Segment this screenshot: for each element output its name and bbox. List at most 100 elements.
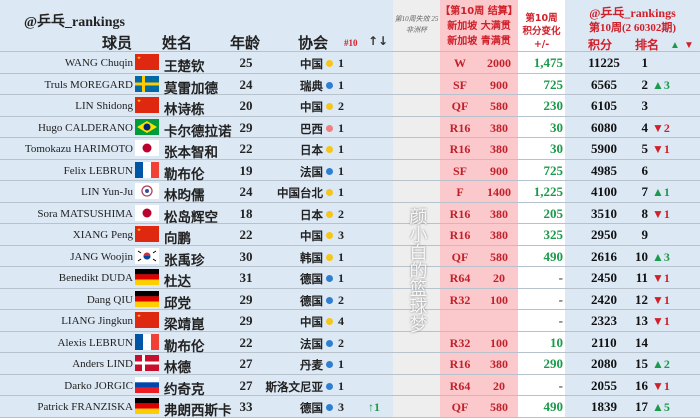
association: 日本 (300, 207, 323, 222)
association-count: 3 (338, 400, 344, 414)
tpe-flag-icon (135, 183, 159, 199)
association-count: 1 (338, 163, 344, 178)
event-points: 380 (490, 357, 508, 371)
event-stage: R64 (449, 271, 471, 285)
event-points: 580 (490, 99, 508, 113)
player-name-cn: 张禹珍 (164, 252, 205, 269)
event-points: 380 (490, 120, 508, 135)
germany-flag-icon (135, 290, 159, 307)
association: 巴西 (300, 121, 323, 136)
event-stage: QF (451, 99, 469, 113)
points-change: 10 (550, 334, 563, 350)
points-change: 725 (543, 162, 564, 178)
event-stage: QF (451, 400, 469, 414)
player-age: 22 (239, 227, 253, 242)
rank: 10 (635, 248, 648, 264)
points-change: - (558, 313, 563, 328)
header-name: 姓名 (162, 34, 193, 52)
event-stage: R64 (449, 378, 471, 393)
header-top10-arrows: ↑↓ (368, 34, 389, 48)
china-flag-icon (135, 54, 159, 70)
player-age: 24 (239, 184, 253, 199)
rank-movement: ▼1 (652, 314, 670, 328)
table-row: Benedikt DUDA 杜达 31 德国 1 R64 20 - 2450 11 ▼1 (0, 267, 700, 290)
player-name-en: LIN Shidong (75, 100, 133, 112)
total-points: 2110 (591, 334, 617, 350)
association-dot-icon (326, 339, 333, 347)
france-flag-icon (135, 333, 159, 350)
event-stage: F (456, 185, 464, 199)
table-row: JANG Woojin 张禹珍 30 韩国 1 QF 580 490 2616 10 ▲3 (0, 246, 700, 269)
rank: 11 (635, 270, 648, 285)
association-count: 1 (338, 249, 344, 264)
player-name-cn: 张本智和 (164, 145, 218, 161)
player-name-cn: 林诗栋 (164, 102, 205, 118)
table-row: Tomokazu HARIMOTO 张本智和 22 日本 1 R16 380 30 5900 5 ▼… (0, 138, 700, 161)
rank-movement: ▼1 (652, 292, 670, 307)
rank: 4 (641, 119, 649, 135)
association: 法国 (300, 336, 323, 351)
ranking-table-body: WANG Chuqin 王楚钦 25 中国 1 W 2000 1,475 11225 1 Truls… (0, 52, 700, 419)
germany-flag-icon (135, 398, 159, 414)
association-dot-icon (326, 81, 333, 89)
slovenia-flag-icon (135, 376, 159, 393)
header-points: 积分 (588, 38, 613, 52)
table-row: LIANG Jingkun 梁靖崑 29 中国 4 - 2323 13 ▼1 (0, 310, 700, 333)
association-dot-icon (326, 124, 333, 132)
rank: 13 (635, 313, 648, 328)
association: 中国 (300, 57, 323, 71)
association: 日本 (300, 143, 323, 157)
header-event: 【第10周 结算】 新加坡 大满贯 新加坡 青满贯 (440, 4, 518, 49)
association-count: 1 (338, 56, 344, 70)
player-name-cn: 卡尔德拉诺 (164, 123, 232, 140)
expired-column-bg (393, 0, 440, 418)
table-row: Sora MATSUSHIMA 松岛辉空 18 日本 2 R16 380 205 3510 8 ▼1 (0, 203, 700, 226)
up-triangle-icon: ▲ (670, 40, 680, 51)
points-change: 30 (550, 141, 563, 156)
total-points: 2420 (591, 291, 617, 307)
event-points: 20 (493, 271, 505, 285)
event-stage: R16 (449, 142, 471, 156)
total-points: 2950 (591, 227, 617, 242)
player-age: 22 (239, 141, 253, 156)
points-change: 325 (543, 227, 564, 242)
association-count: 4 (338, 314, 344, 328)
event-points: 380 (490, 142, 508, 156)
event-stage: R16 (449, 206, 471, 221)
association-dot-icon (326, 60, 333, 67)
association: 中国 (300, 229, 323, 243)
rank: 14 (635, 334, 648, 350)
japan-flag-icon (135, 204, 159, 221)
table-row: Anders LIND 林德 27 丹麦 1 R16 380 290 2080 15 ▲2 (0, 353, 700, 376)
player-name-en: Sora MATSUSHIMA (37, 207, 133, 220)
association: 斯洛文尼亚 (265, 379, 324, 394)
left-panel-bg (0, 0, 393, 418)
points-change: 205 (543, 205, 564, 221)
change-line-3: +/- (533, 39, 550, 50)
rank: 3 (641, 98, 649, 113)
points-change: - (558, 291, 563, 307)
china-flag-icon (135, 226, 159, 242)
total-points: 2616 (591, 248, 617, 264)
header-expired-note: 第10周失效 25非洲杯 (394, 15, 439, 34)
player-name-en: Patrick FRANZISKA (37, 401, 133, 413)
association-count: 1 (338, 357, 344, 371)
association: 丹麦 (300, 358, 323, 372)
association: 德国 (300, 401, 323, 415)
player-name-cn: 邱党 (164, 295, 191, 312)
rank: 5 (641, 141, 649, 156)
association-count: 3 (338, 228, 344, 242)
rank: 7 (641, 184, 649, 199)
table-row: Felix LEBRUN 勒布伦 19 法国 1 SF 900 725 4985 6 (0, 160, 700, 183)
total-points: 4100 (591, 184, 617, 199)
rank-movement: ▼1 (652, 206, 670, 221)
rank-movement: ▼1 (652, 271, 670, 285)
player-age: 29 (239, 291, 253, 307)
right-week: 第10周(2 60302期) (588, 22, 677, 34)
player-name-cn: 松岛辉空 (164, 209, 218, 226)
top10-change: ↑1 (368, 400, 380, 414)
brand-handle: @乒乓_rankings (24, 15, 125, 30)
table-row: Darko JORGIC 约奇克 27 斯洛文尼亚 1 R64 20 - 2055 16 ▼1 (0, 375, 700, 398)
event-points: 20 (493, 378, 505, 393)
japan-flag-icon (135, 140, 159, 156)
